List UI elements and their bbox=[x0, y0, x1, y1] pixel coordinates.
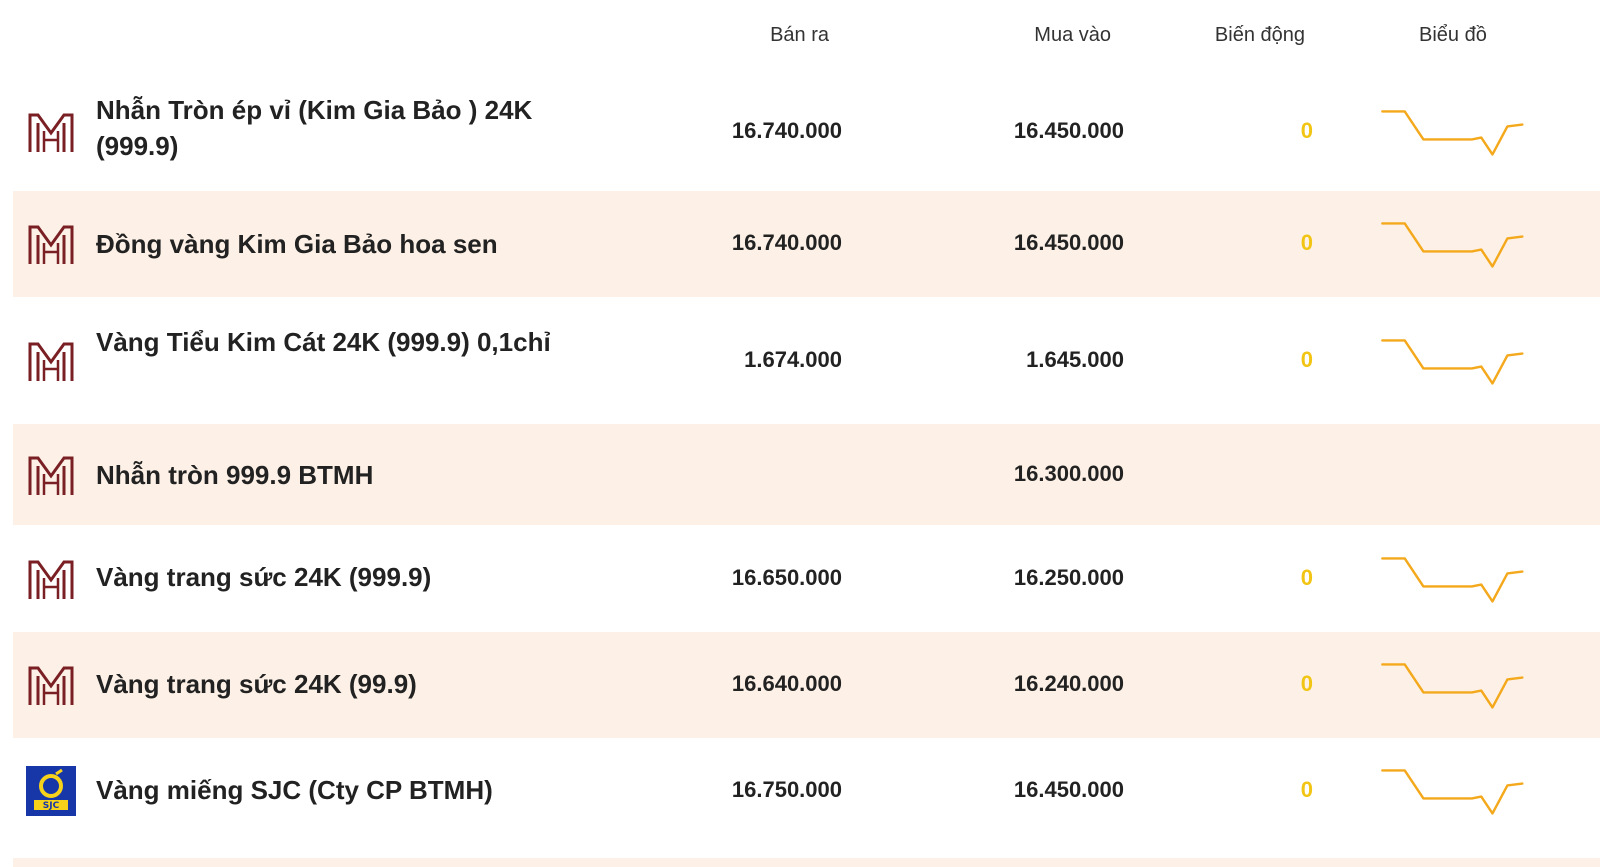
price-change: 0 bbox=[1300, 777, 1313, 802]
btmh-logo bbox=[26, 660, 76, 710]
sell-price: 16.740.000 bbox=[731, 230, 842, 255]
table-row[interactable]: Nhẫn Tròn ép vỉ (Kim Gia Bảo ) 24K (999.… bbox=[13, 72, 1600, 191]
buy-price: 16.300.000 bbox=[1013, 460, 1124, 486]
buy-price: 16.450.000 bbox=[1013, 230, 1124, 255]
table-row[interactable]: Vàng trang sức 24K (99.9) 16.640.000 16.24… bbox=[13, 632, 1600, 738]
sell-price: 1.674.000 bbox=[744, 346, 842, 372]
table-row[interactable]: Đồng vàng Kim Gia Bảo hoa sen 16.740.000 1… bbox=[13, 191, 1600, 297]
table-row[interactable]: Vàng Tiểu Kim Cát 24K (999.9) 0,1chỉ 1.67… bbox=[13, 297, 1600, 424]
buy-price: 16.450.000 bbox=[1013, 777, 1124, 802]
buy-price: 16.450.000 bbox=[1013, 117, 1124, 143]
buy-price: 16.250.000 bbox=[1013, 564, 1124, 590]
product-name: Vàng Tiểu Kim Cát 24K (999.9) 0,1chỉ bbox=[96, 327, 551, 357]
btmh-logo bbox=[26, 336, 76, 386]
product-name: Đồng vàng Kim Gia Bảo hoa sen bbox=[96, 229, 498, 259]
table-header: Bán ra Mua vào Biến động Biểu đồ bbox=[0, 0, 1600, 72]
product-name: Nhẫn Tròn ép vỉ (Kim Gia Bảo ) 24K (999.… bbox=[96, 95, 533, 161]
price-change: 0 bbox=[1300, 117, 1313, 143]
sell-price: 16.740.000 bbox=[731, 117, 842, 143]
sparkline-chart[interactable] bbox=[1377, 333, 1537, 389]
btmh-logo bbox=[26, 450, 76, 500]
product-name: Vàng trang sức 24K (999.9) bbox=[96, 562, 432, 592]
sparkline-chart[interactable] bbox=[1377, 657, 1537, 713]
column-header-sell: Bán ra bbox=[770, 24, 829, 46]
sell-price: 16.640.000 bbox=[731, 671, 842, 696]
sell-price: 16.750.000 bbox=[731, 777, 842, 802]
price-change: 0 bbox=[1300, 230, 1313, 255]
price-change: 0 bbox=[1300, 671, 1313, 696]
sell-price: 16.650.000 bbox=[731, 564, 842, 590]
btmh-logo bbox=[26, 219, 76, 269]
price-change: 0 bbox=[1300, 346, 1313, 372]
column-header-buy: Mua vào bbox=[1034, 24, 1111, 46]
product-name: Vàng miếng SJC (Cty CP BTMH) bbox=[96, 775, 493, 805]
column-header-chart: Biểu đồ bbox=[1419, 24, 1487, 46]
sparkline-chart[interactable] bbox=[1377, 763, 1537, 819]
product-name: Vàng trang sức 24K (99.9) bbox=[96, 669, 417, 699]
table-row[interactable]: Nhẫn tròn 999.9 BTMH 16.300.000 bbox=[13, 424, 1600, 525]
sjc-logo: SJC bbox=[26, 766, 76, 816]
buy-price: 16.240.000 bbox=[1013, 671, 1124, 696]
table-row[interactable]: SJC Vàng miếng SJC (Cty CP BTMH) 16.750.00… bbox=[13, 738, 1600, 844]
column-header-change: Biến động bbox=[1214, 24, 1305, 46]
sparkline-chart[interactable] bbox=[1377, 104, 1537, 160]
btmh-logo bbox=[26, 554, 76, 604]
sparkline-chart[interactable] bbox=[1377, 551, 1537, 607]
buy-price: 1.645.000 bbox=[1026, 346, 1124, 372]
btmh-logo bbox=[26, 107, 76, 157]
product-name: Nhẫn tròn 999.9 BTMH bbox=[96, 460, 374, 490]
price-change: 0 bbox=[1300, 564, 1313, 590]
svg-text:SJC: SJC bbox=[43, 801, 60, 811]
table-row[interactable]: Vàng trang sức 24K (999.9) 16.650.000 16.2… bbox=[13, 525, 1600, 632]
sparkline-chart[interactable] bbox=[1377, 216, 1537, 272]
next-row-strip bbox=[13, 858, 1600, 867]
